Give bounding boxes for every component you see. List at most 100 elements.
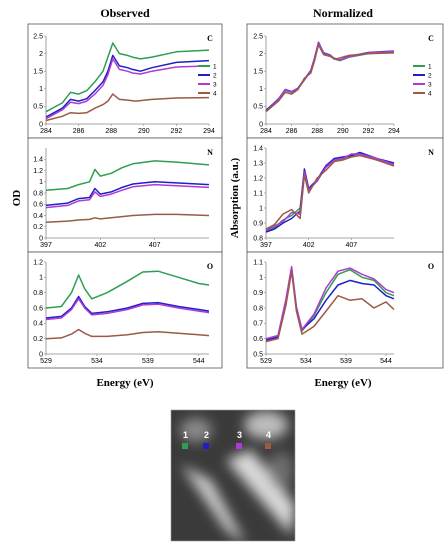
y-tick-label: 2.5 <box>253 33 263 40</box>
series-line-3 <box>265 265 395 340</box>
y-tick-label: 0.8 <box>253 305 263 312</box>
y-tick-label: 1 <box>39 179 43 186</box>
element-label: N <box>207 148 213 157</box>
series-line-4 <box>265 44 395 113</box>
x-tick-label: 529 <box>40 358 52 365</box>
y-tick-label: 1.2 <box>33 259 43 266</box>
x-tick-label: 397 <box>260 242 272 249</box>
y-tick-label: 0 <box>39 121 43 128</box>
stxm-image: 1 2 3 4 <box>170 409 296 542</box>
y-tick-label: 1 <box>259 275 263 282</box>
observed-column-title: Observed <box>100 6 150 20</box>
sample-label-2: 2 <box>204 430 209 440</box>
y-tick-label: 1.1 <box>253 190 263 197</box>
x-tick-label: 539 <box>340 358 352 365</box>
x-tick-label: 534 <box>300 358 312 365</box>
series-line-3 <box>45 183 210 209</box>
y-tick-label: 0 <box>39 351 43 358</box>
legend-label-3: 3 <box>428 81 432 88</box>
observed-y-axis-label: OD <box>11 190 23 207</box>
y-tick-label: 0.9 <box>253 220 263 227</box>
y-tick-label: 0.2 <box>33 336 43 343</box>
y-tick-label: 0.2 <box>33 224 43 231</box>
legend: 1 2 3 4 <box>413 63 432 97</box>
chart-panel-obs-o: 0 0.2 0.4 0.6 0.8 1 1.2 529 534 539 544 O <box>27 251 223 369</box>
y-tick-label: 0.8 <box>33 190 43 197</box>
panel-frame <box>27 23 223 139</box>
x-tick-label: 292 <box>363 128 375 135</box>
element-label: N <box>428 148 434 157</box>
y-tick-label: 0.5 <box>253 104 263 111</box>
series-line-1 <box>45 160 210 191</box>
sample-marker-4 <box>265 443 271 449</box>
series-line-3 <box>45 58 210 120</box>
series-line-3 <box>265 153 395 232</box>
y-tick-label: 1.5 <box>33 69 43 76</box>
x-tick-label: 529 <box>260 358 272 365</box>
legend-label-4: 4 <box>428 90 432 97</box>
y-tick-label: 0.9 <box>253 290 263 297</box>
y-tick-label: 1.2 <box>253 175 263 182</box>
chart-panel-norm-o: 0.5 0.6 0.7 0.8 0.9 1 1.1 529 534 539 544 O <box>246 251 444 369</box>
x-tick-label: 407 <box>149 242 161 249</box>
series-line-2 <box>45 181 210 207</box>
x-tick-label: 544 <box>380 358 392 365</box>
normalized-y-axis-label: Absorption (a.u.) <box>229 157 241 238</box>
x-tick-label: 288 <box>105 128 117 135</box>
chart-panels: 0 0.5 1 1.5 2 2.5 284 286 288 290 292 294 C 0 0.5 1 1.5 2… <box>27 23 444 369</box>
element-label: C <box>207 34 213 43</box>
x-tick-label: 402 <box>94 242 106 249</box>
series-line-4 <box>265 270 395 343</box>
x-tick-label: 402 <box>303 242 315 249</box>
micrograph-frame <box>170 409 296 542</box>
panel-frame <box>246 23 444 139</box>
legend-label-2: 2 <box>213 72 217 79</box>
y-tick-label: 0 <box>259 121 263 128</box>
series-line-4 <box>45 93 210 122</box>
y-tick-label: 0.6 <box>253 336 263 343</box>
y-tick-label: 0 <box>39 235 43 242</box>
x-tick-label: 534 <box>91 358 103 365</box>
x-tick-label: 294 <box>203 128 215 135</box>
legend: 1 2 3 4 <box>198 63 217 97</box>
x-tick-label: 284 <box>40 128 52 135</box>
y-tick-label: 1.1 <box>253 259 263 266</box>
x-tick-label: 544 <box>193 358 205 365</box>
normalized-column-title: Normalized <box>313 6 373 20</box>
y-tick-label: 0.7 <box>253 321 263 328</box>
sample-marker-2 <box>203 443 209 449</box>
element-label: C <box>428 34 434 43</box>
normalized-x-axis-label: Energy (eV) <box>314 377 371 389</box>
sample-marker-1 <box>182 443 188 449</box>
x-tick-label: 290 <box>138 128 150 135</box>
element-label: O <box>428 262 434 271</box>
y-tick-label: 1 <box>39 86 43 93</box>
series-line-4 <box>45 213 210 224</box>
series-line-1 <box>45 270 210 309</box>
chart-panel-obs-c: 0 0.5 1 1.5 2 2.5 284 286 288 290 292 294 C <box>27 23 223 139</box>
series-line-3 <box>45 298 210 321</box>
y-tick-label: 2 <box>39 51 43 58</box>
y-tick-label: 2 <box>259 51 263 58</box>
y-tick-label: 0.6 <box>33 202 43 209</box>
y-tick-label: 2.5 <box>33 33 43 40</box>
y-tick-label: 0.8 <box>253 235 263 242</box>
y-tick-label: 1.2 <box>33 168 43 175</box>
series-line-4 <box>265 154 395 230</box>
legend-label-1: 1 <box>213 63 217 70</box>
y-tick-label: 0.6 <box>33 305 43 312</box>
panel-frame <box>246 137 444 253</box>
y-tick-label: 1.4 <box>253 145 263 152</box>
panel-frame <box>27 137 223 253</box>
x-tick-label: 397 <box>40 242 52 249</box>
legend-label-2: 2 <box>428 72 432 79</box>
sample-label-3: 3 <box>237 430 242 440</box>
y-tick-label: 0.5 <box>33 104 43 111</box>
x-tick-label: 288 <box>311 128 323 135</box>
legend-label-3: 3 <box>213 81 217 88</box>
x-tick-label: 539 <box>142 358 154 365</box>
sample-label-1: 1 <box>183 430 188 440</box>
legend-label-1: 1 <box>428 63 432 70</box>
y-tick-label: 1 <box>39 275 43 282</box>
